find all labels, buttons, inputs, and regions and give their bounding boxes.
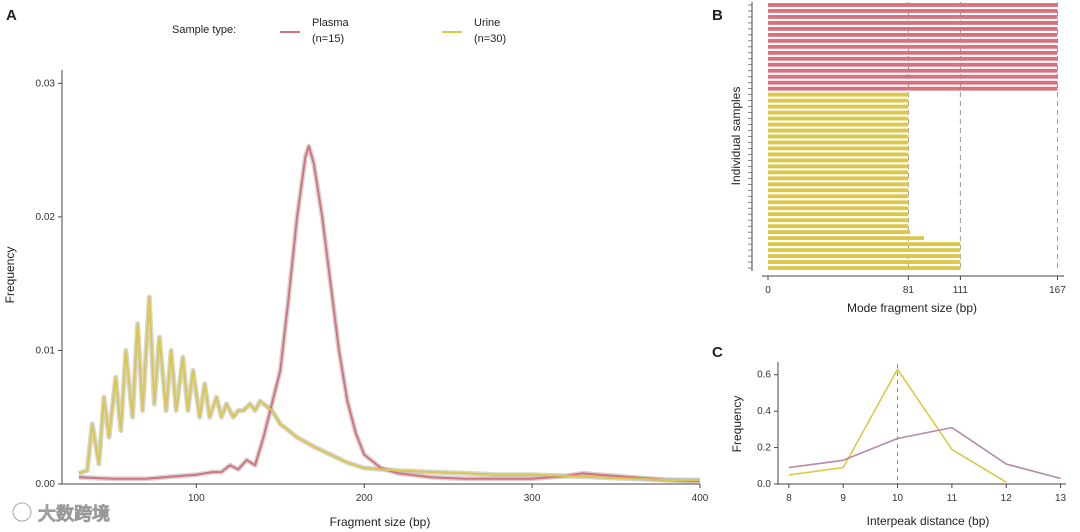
legend: Sample type: Plasma (n=15) Urine (n=30) <box>172 17 506 45</box>
watermark: 大数跨境 <box>11 501 110 525</box>
panel-c-y-label: Frequency <box>730 396 744 453</box>
panel-c-x-tick-label: 13 <box>1055 493 1067 504</box>
panel-b-bar-urine <box>768 104 909 109</box>
panel-c-y-tick-label: 0.4 <box>757 406 771 417</box>
panel-b-x-tick-label: 81 <box>903 285 915 296</box>
legend-urine-name: Urine <box>474 17 500 29</box>
panel-b-bar-urine <box>768 122 909 127</box>
panel-b-bar-urine <box>768 206 909 211</box>
panel-a-plasma-line <box>78 145 701 483</box>
panel-b-bar-plasma <box>768 3 1058 7</box>
panel-a-urine-spread <box>78 294 700 483</box>
panel-b-bar-plasma <box>768 68 1058 73</box>
panel-b-x-label: Mode fragment size (bp) <box>847 301 977 315</box>
panel-c-chart: 8 9 10 11 12 13 0.0 0.2 0.4 0.6 Interpeak distanc… <box>730 362 1067 528</box>
panel-b-bar-urine <box>768 248 961 252</box>
panel-c-x-tick-label: 9 <box>840 493 846 504</box>
panel-b-bar-plasma <box>768 62 1058 67</box>
panel-b-bar-urine <box>768 266 961 270</box>
panel-label-b: B <box>712 7 723 24</box>
panel-c-y-tick-label: 0.0 <box>757 479 771 490</box>
panel-b-bar-urine <box>768 170 909 175</box>
panel-label-a: A <box>6 7 17 24</box>
panel-b-bar-urine <box>768 236 924 241</box>
panel-b-bar-urine <box>768 134 909 139</box>
panel-b-bar-plasma <box>768 9 1058 13</box>
panel-b-bar-plasma <box>768 50 1058 55</box>
panel-b-bar-plasma <box>768 21 1058 25</box>
panel-b-bar-urine <box>768 182 909 187</box>
panel-c-x-tick-label: 8 <box>786 493 792 504</box>
panel-c-y-tick-label: 0.6 <box>757 370 771 381</box>
panel-c-x-tick-label: 11 <box>947 493 958 504</box>
panel-b-bar-urine <box>768 194 909 199</box>
panel-label-c: C <box>712 344 723 361</box>
panel-b-bar-plasma <box>768 56 1058 61</box>
panel-a-plasma-spread <box>78 143 701 484</box>
panel-c-x-label: Interpeak distance (bp) <box>867 514 990 528</box>
panel-b-y-label: Individual samples <box>729 87 743 186</box>
panel-a-urine-line <box>78 296 700 481</box>
legend-plasma-count: (n=15) <box>312 33 344 45</box>
watermark-logo-ring <box>12 502 32 522</box>
panel-a-y-label: Frequency <box>3 247 17 304</box>
panel-b-bar-urine <box>768 212 909 217</box>
panel-b-x-tick-label: 111 <box>953 285 969 296</box>
panel-a-y-tick-label: 0.02 <box>36 212 56 223</box>
panel-a-y-tick-label: 0.03 <box>36 78 56 89</box>
legend-title: Sample type: <box>172 24 236 36</box>
panel-a-chart: 100 200 300 400 0.00 0.01 0.02 0.03 Fragment si… <box>3 70 709 529</box>
panel-a-x-label: Fragment size (bp) <box>330 515 431 529</box>
panel-b-bar-urine <box>768 98 909 103</box>
panel-b-x-tick-label: 167 <box>1049 285 1066 296</box>
panel-b-chart: 0 81 111 167 Mode fragment size (bp) Indivi… <box>729 2 1066 315</box>
panel-b-bar-plasma <box>768 80 1058 85</box>
panel-c-x-tick-label: 10 <box>892 493 904 504</box>
panel-a-x-tick-label: 100 <box>188 493 205 504</box>
panel-b-bar-urine <box>768 146 909 151</box>
panel-b-bar-urine <box>768 110 909 115</box>
panel-b-bar-urine <box>768 158 909 163</box>
panel-b-bar-urine <box>768 260 961 264</box>
panel-b-bar-plasma <box>768 15 1058 19</box>
panel-b-bar-plasma <box>768 38 1058 43</box>
panel-a-y-tick-label: 0.00 <box>36 479 56 490</box>
panel-c-x-tick-label: 12 <box>1001 493 1013 504</box>
panel-b-bar-urine <box>768 224 909 229</box>
panel-b-bar-plasma <box>768 26 1058 31</box>
panel-b-bar-urine <box>768 188 909 193</box>
panel-b-bar-urine <box>768 116 909 121</box>
panel-b-bar-urine <box>768 254 961 258</box>
legend-plasma-name: Plasma <box>312 17 350 29</box>
panel-c-y-tick-label: 0.2 <box>757 443 771 454</box>
panel-c-plasma-line <box>788 426 1061 480</box>
panel-b-bar-plasma <box>768 44 1058 49</box>
panel-b-bar-urine <box>768 164 909 169</box>
panel-a-x-tick-label: 400 <box>692 493 709 504</box>
panel-b-bar-plasma <box>768 74 1058 79</box>
watermark-text: 大数跨境 <box>38 503 110 525</box>
panel-b-bar-urine <box>768 152 909 157</box>
legend-urine-count: (n=30) <box>474 33 506 45</box>
panel-b-bar-urine <box>768 200 909 205</box>
panel-b-bar-plasma <box>768 32 1058 37</box>
panel-b-bar-urine <box>768 218 909 223</box>
panel-b-bar-plasma <box>768 86 1058 91</box>
panel-a-y-tick-label: 0.01 <box>36 345 56 356</box>
panel-b-x-tick-label: 0 <box>765 285 771 296</box>
panel-a-x-tick-label: 300 <box>524 493 541 504</box>
panel-b-bar-urine <box>768 242 961 247</box>
panel-c-urine-line <box>788 368 1007 483</box>
panel-b-bar-urine <box>768 140 909 145</box>
panel-b-bar-urine <box>768 92 909 97</box>
panel-b-bar-urine <box>768 230 911 235</box>
panel-b-bar-urine <box>768 128 909 133</box>
panel-a-x-tick-label: 200 <box>356 493 373 504</box>
panel-b-bar-urine <box>768 176 909 181</box>
